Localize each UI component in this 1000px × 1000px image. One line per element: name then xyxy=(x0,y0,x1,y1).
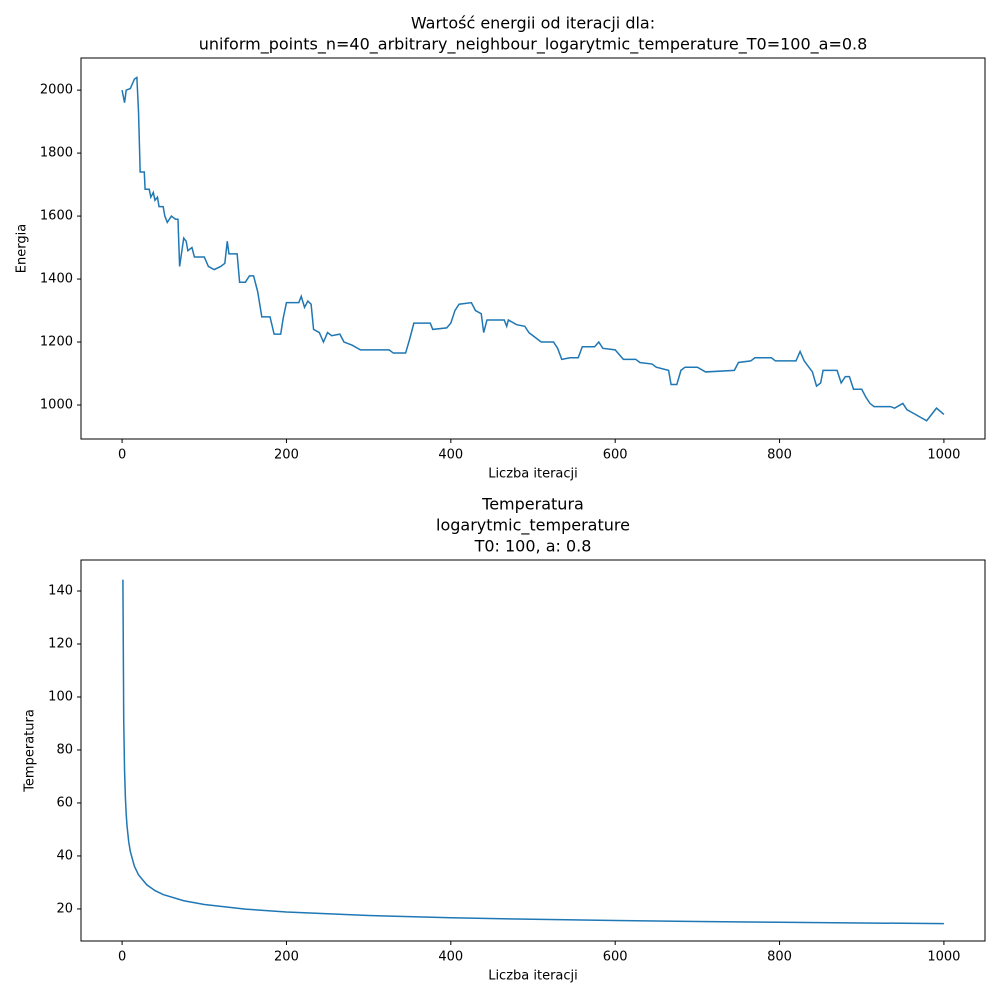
y-tick-label: 140 xyxy=(48,583,73,598)
x-tick-label: 0 xyxy=(118,950,126,965)
chart-title: logarytmic_temperature xyxy=(436,516,630,536)
y-tick-label: 2000 xyxy=(40,83,73,98)
axes-frame xyxy=(80,559,986,942)
x-tick-label: 0 xyxy=(118,448,126,463)
x-axis-label: Liczba iteracji xyxy=(488,969,578,984)
x-tick-label: 1000 xyxy=(927,448,960,463)
x-tick-label: 600 xyxy=(603,950,628,965)
y-tick-label: 100 xyxy=(48,689,73,704)
chart-title: Temperatura xyxy=(481,495,584,514)
y-axis-label: Temperatura xyxy=(23,709,38,793)
y-tick-label: 120 xyxy=(48,636,73,651)
data-line xyxy=(121,76,945,422)
data-line xyxy=(122,579,944,925)
y-axis-label: Energia xyxy=(15,224,30,273)
x-tick-label: 1000 xyxy=(927,950,960,965)
x-tick-label: 400 xyxy=(438,950,463,965)
x-tick-label: 800 xyxy=(767,950,792,965)
x-axis-label: Liczba iteracji xyxy=(488,467,578,482)
chart-title: uniform_points_n=40_arbitrary_neighbour_… xyxy=(199,35,868,55)
y-tick-label: 40 xyxy=(56,848,73,863)
y-tick-label: 1600 xyxy=(40,209,73,224)
y-tick-label: 1200 xyxy=(40,335,73,350)
x-tick-label: 800 xyxy=(767,448,792,463)
chart-title: T0: 100, a: 0.8 xyxy=(474,537,592,556)
y-tick-label: 80 xyxy=(56,742,73,757)
x-tick-label: 600 xyxy=(603,448,628,463)
y-tick-label: 1400 xyxy=(40,272,73,287)
chart-title: Wartość energii od iteracji dla: xyxy=(411,14,655,33)
x-tick-label: 200 xyxy=(274,950,299,965)
y-tick-label: 20 xyxy=(56,901,73,916)
x-tick-label: 200 xyxy=(274,448,299,463)
y-tick-label: 1800 xyxy=(40,146,73,161)
y-tick-label: 1000 xyxy=(40,397,73,412)
x-tick-label: 400 xyxy=(438,448,463,463)
y-tick-label: 60 xyxy=(56,795,73,810)
axes-frame xyxy=(80,57,986,440)
